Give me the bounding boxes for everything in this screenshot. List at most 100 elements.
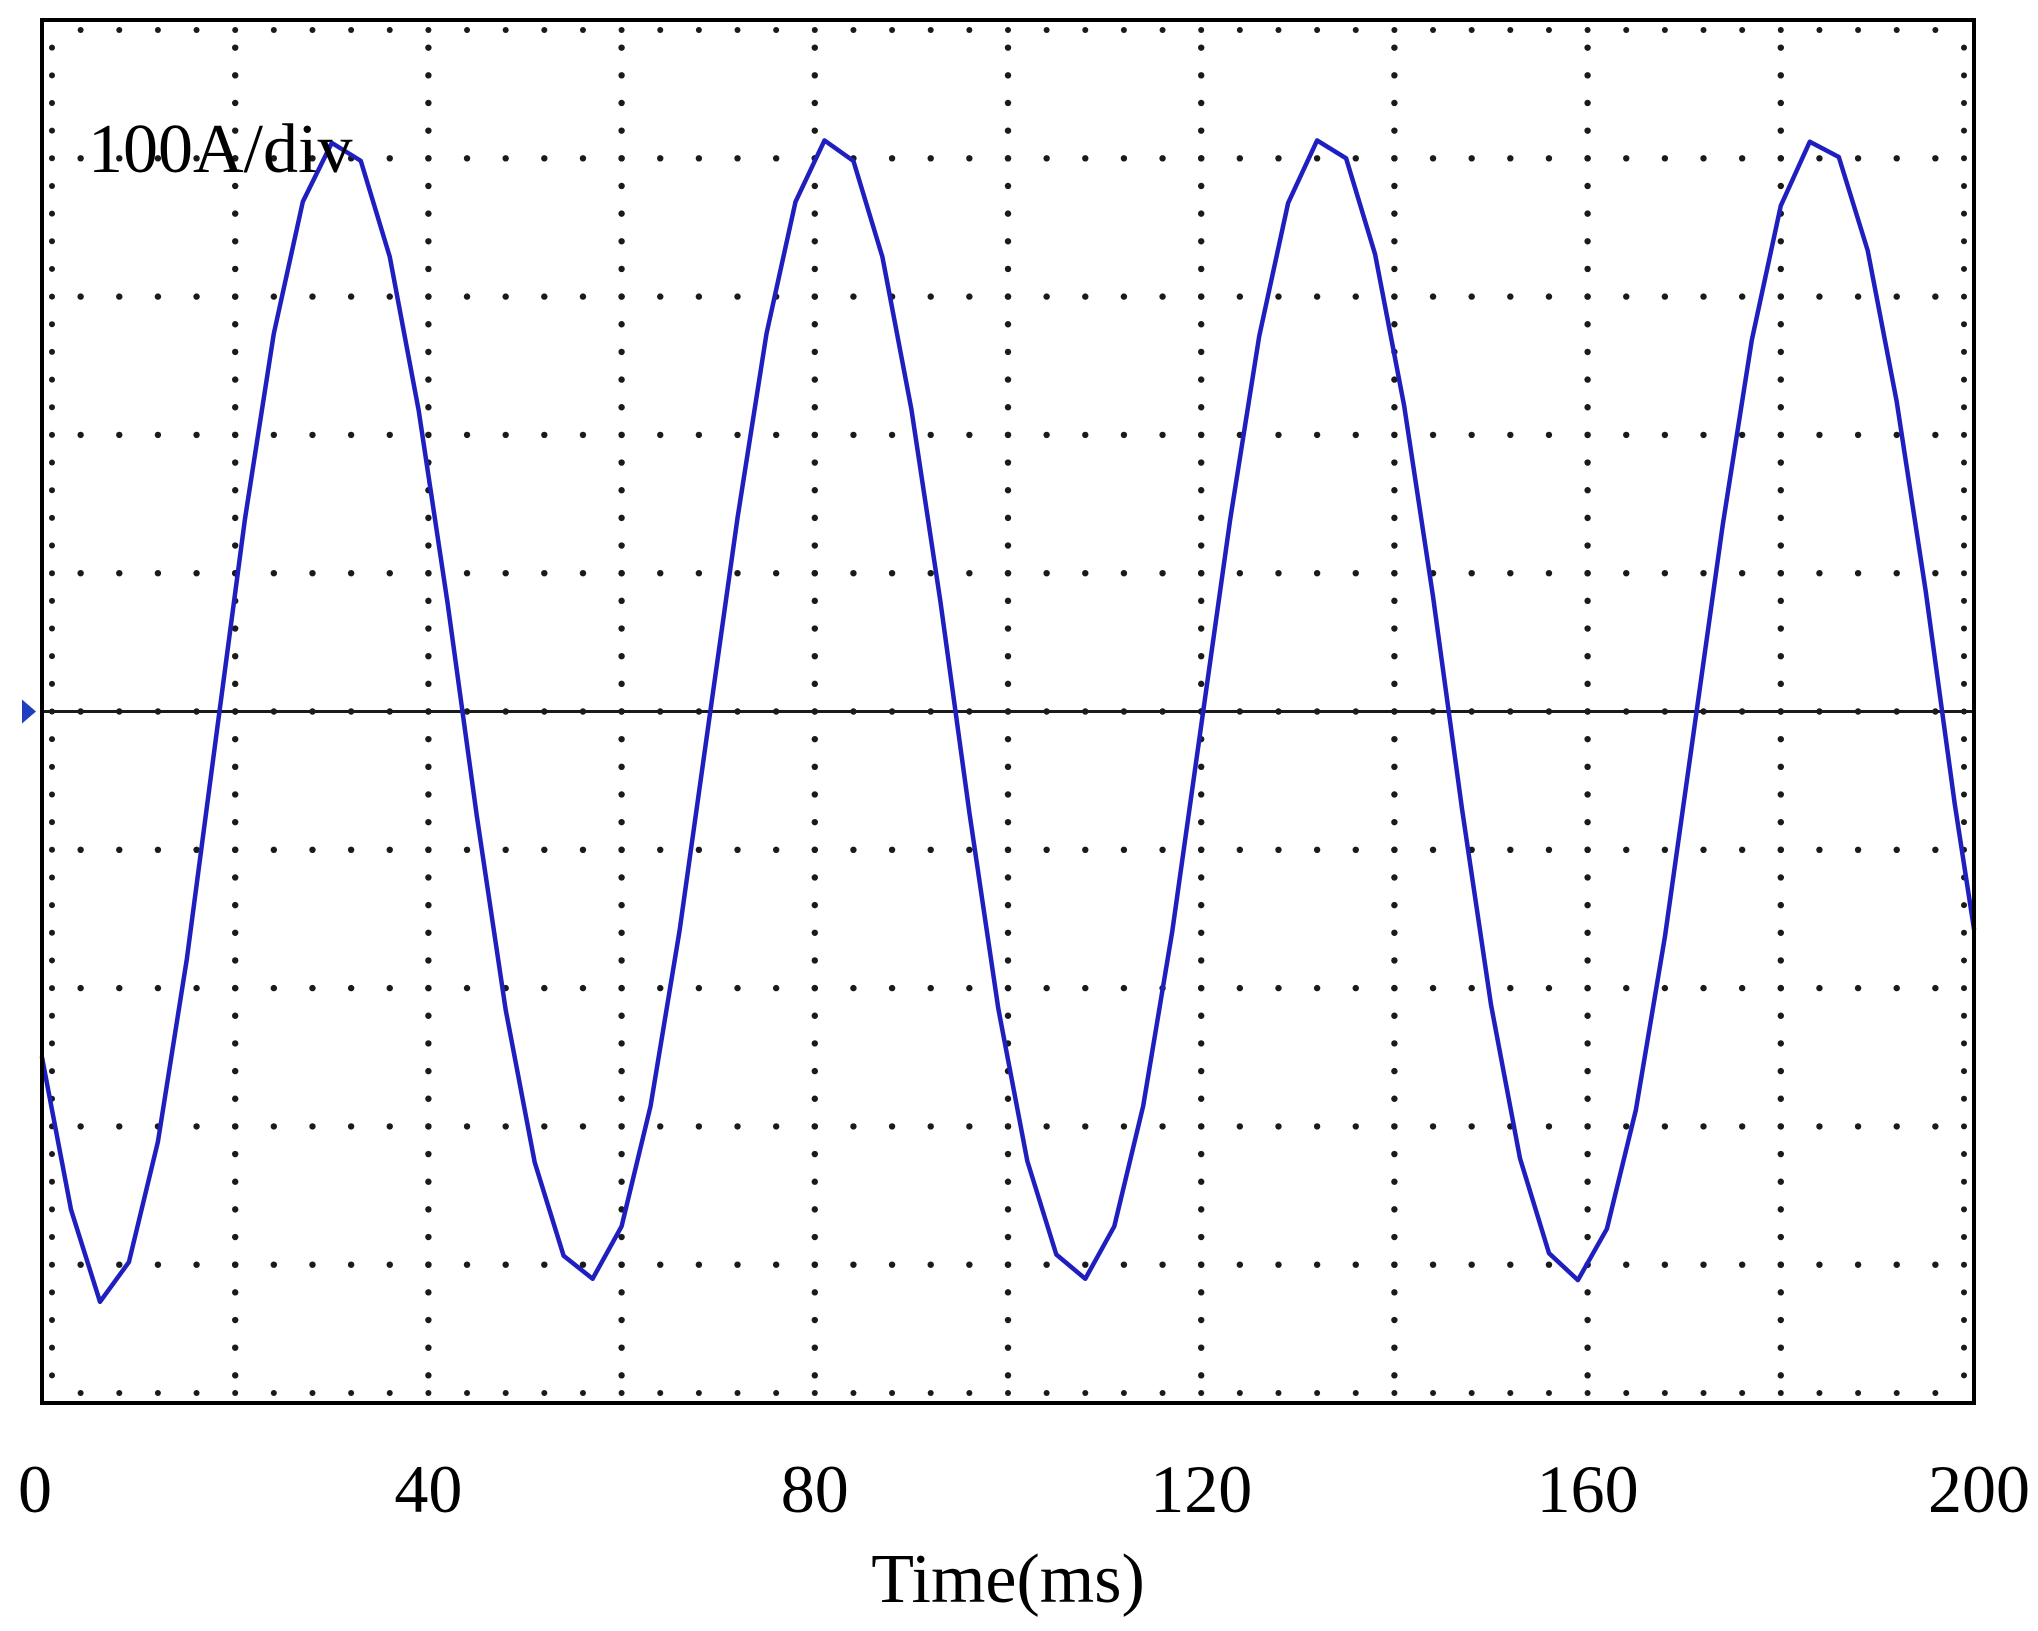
edge-tick [1893, 1390, 1900, 1396]
grid-dot [772, 155, 780, 162]
grid-dot [1661, 570, 1669, 577]
grid-dot [850, 984, 857, 992]
grid-dot [1391, 984, 1398, 992]
grid-dot [1700, 570, 1707, 577]
grid-dot [657, 1123, 664, 1130]
grid-dot [1391, 570, 1398, 577]
edge-tick [889, 27, 896, 33]
grid-dot [618, 901, 625, 909]
grid-dot [232, 1095, 239, 1102]
grid-dot [1082, 431, 1089, 439]
grid-dot [618, 431, 625, 439]
grid-dot [811, 238, 818, 245]
grid-dot [425, 984, 432, 992]
edge-tick [1961, 1012, 1967, 1019]
edge-tick [1005, 27, 1011, 33]
edge-tick [1275, 1390, 1282, 1396]
edge-tick [49, 625, 55, 632]
grid-dot [966, 984, 973, 992]
edge-tick [1430, 1390, 1437, 1396]
grid-dot [1391, 210, 1398, 217]
grid-dot [1198, 957, 1205, 964]
edge-tick [1082, 1390, 1089, 1396]
grid-dot [1198, 1316, 1205, 1324]
grid-dot [116, 293, 123, 300]
grid-dot [425, 404, 432, 411]
grid-dot [1082, 570, 1089, 577]
grid-dot [1584, 791, 1591, 798]
grid-dot [425, 1067, 432, 1075]
grid-dot [425, 957, 432, 964]
grid-dot [270, 984, 278, 992]
grid-dot [463, 570, 471, 577]
grid-dot [1777, 487, 1785, 494]
edge-tick [49, 182, 55, 189]
grid-dot [811, 431, 818, 439]
grid-dot [888, 431, 896, 439]
grid-dot [1584, 72, 1591, 79]
grid-dot [618, 680, 625, 688]
grid-dot [734, 1261, 741, 1268]
grid-dot [425, 625, 432, 632]
grid-dot [811, 487, 818, 494]
grid-dot [1545, 846, 1553, 853]
grid-dot [1893, 1123, 1900, 1130]
grid-dot [1700, 155, 1707, 162]
grid-dot [734, 570, 741, 577]
edge-tick [1961, 985, 1967, 992]
grid-dot [232, 238, 239, 245]
edge-tick [49, 929, 55, 936]
grid-dot [116, 1261, 123, 1268]
grid-dot [1584, 570, 1591, 577]
grid-dot [618, 182, 625, 190]
grid-dot [1545, 293, 1553, 300]
grid-dot [1545, 570, 1553, 577]
grid-dot [579, 846, 587, 853]
grid-dot [1004, 1123, 1012, 1130]
grid-dot [1661, 431, 1669, 439]
grid-dot [425, 570, 432, 577]
grid-dot [1584, 846, 1591, 853]
grid-dot [1777, 1123, 1785, 1130]
grid-dot [541, 846, 548, 853]
grid-dot [1777, 265, 1785, 273]
grid-dot [232, 1012, 239, 1019]
grid-dot [1777, 901, 1785, 909]
grid-dot [1777, 238, 1785, 245]
grid-dot [541, 155, 548, 162]
grid-dot [618, 929, 625, 936]
grid-dot [232, 348, 239, 356]
grid-dot [1584, 1067, 1591, 1075]
grid-dot [1004, 376, 1012, 383]
grid-dot [425, 929, 432, 936]
edge-tick [1120, 27, 1127, 33]
grid-dot [232, 1067, 239, 1075]
grid-dot [425, 542, 432, 549]
grid-dot [1584, 431, 1591, 439]
grid-dot [1391, 1206, 1398, 1213]
grid-dot [1275, 1123, 1282, 1130]
edge-tick [1961, 1151, 1967, 1158]
edge-tick [1236, 27, 1243, 33]
grid-dot [1198, 99, 1205, 107]
grid-dot [695, 431, 703, 439]
grid-dot [1391, 625, 1398, 632]
grid-dot [1198, 1012, 1205, 1019]
grid-dot [116, 570, 123, 577]
grid-dot [1275, 1261, 1282, 1268]
grid-dot [1236, 1261, 1244, 1268]
edge-tick [618, 1390, 625, 1396]
grid-dot [1507, 155, 1514, 162]
edge-tick [695, 27, 702, 33]
edge-tick [49, 1012, 55, 1019]
grid-dot [425, 1289, 432, 1296]
grid-dot [1854, 431, 1862, 439]
grid-dot [1584, 763, 1591, 771]
grid-dot [1198, 1289, 1205, 1296]
edge-tick [1159, 1390, 1166, 1396]
edge-tick [927, 27, 934, 33]
grid-dot [425, 210, 432, 217]
grid-dot [811, 99, 818, 107]
edge-tick [49, 1068, 55, 1075]
grid-dot [811, 570, 818, 577]
